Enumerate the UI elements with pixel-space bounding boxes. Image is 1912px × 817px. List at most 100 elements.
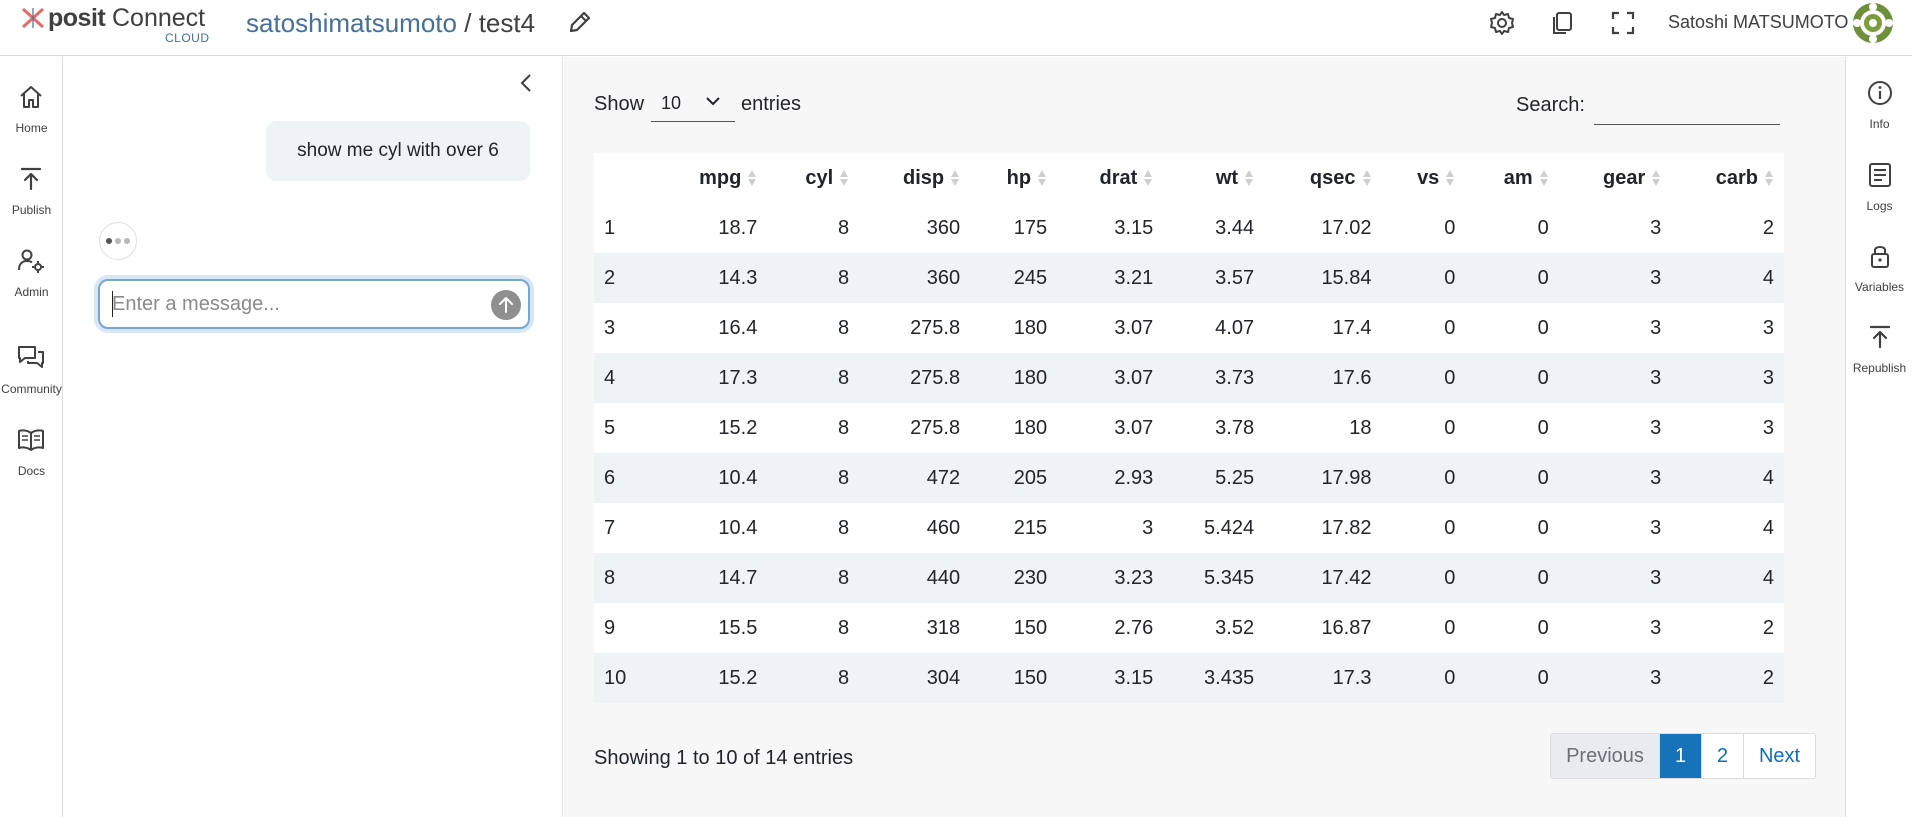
- rail-item-label: Logs: [1866, 199, 1893, 213]
- rail-item-logs[interactable]: Logs: [1846, 159, 1912, 229]
- cell-wt: 5.424: [1204, 516, 1255, 539]
- sort-icon: [951, 170, 960, 187]
- cell-mpg: 15.2: [718, 666, 758, 689]
- rail-item-variables[interactable]: Variables: [1846, 240, 1912, 310]
- cell-drat: 3: [1142, 516, 1154, 539]
- nav-item-publish[interactable]: Publish: [0, 163, 63, 235]
- table-row: 4 17.3 8 275.8 180 3.07 3.73 17.6 0 0 3 3: [594, 353, 1784, 403]
- cell-cyl: 8: [838, 566, 850, 589]
- cell-carb: 2: [1762, 216, 1774, 239]
- cell-drat: 3.15: [1114, 666, 1154, 689]
- cell-qsec: 17.3: [1332, 666, 1372, 689]
- content-title: test4: [478, 8, 536, 38]
- cell-qsec: 16.87: [1321, 616, 1372, 639]
- gear-icon: [1490, 11, 1514, 35]
- row-index-cell: 2: [604, 266, 616, 289]
- settings-button[interactable]: [1487, 8, 1517, 38]
- column-header-mpg[interactable]: mpg: [654, 153, 768, 203]
- column-header-label: vs: [1417, 166, 1440, 189]
- column-header-gear[interactable]: gear: [1558, 153, 1672, 203]
- cell-vs: 0: [1444, 466, 1456, 489]
- rail-item-label: Info: [1869, 117, 1890, 131]
- page-length-value: 10: [661, 93, 682, 113]
- sort-icon: [748, 170, 757, 187]
- cell-disp: 472: [926, 466, 961, 489]
- cell-vs: 0: [1444, 266, 1456, 289]
- column-header-wt[interactable]: wt: [1163, 153, 1265, 203]
- column-header-label: cyl: [805, 166, 834, 189]
- cell-qsec: 18: [1349, 416, 1372, 439]
- column-header-qsec[interactable]: qsec: [1264, 153, 1382, 203]
- posit-logo-icon: [21, 7, 45, 29]
- column-header-disp[interactable]: disp: [859, 153, 971, 203]
- send-message-button[interactable]: [491, 290, 521, 320]
- cell-drat: 2.76: [1114, 616, 1154, 639]
- cell-cyl: 8: [838, 316, 850, 339]
- next-page-button[interactable]: Next: [1743, 734, 1815, 778]
- cell-hp: 180: [1013, 316, 1048, 339]
- cell-am: 0: [1537, 416, 1549, 439]
- column-header-am[interactable]: am: [1465, 153, 1559, 203]
- copy-content-button[interactable]: [1547, 8, 1577, 38]
- posit-connect-logo[interactable]: posit Connect CLOUD: [20, 4, 210, 45]
- cell-qsec: 17.02: [1321, 216, 1372, 239]
- cell-carb: 4: [1762, 266, 1774, 289]
- fullscreen-button[interactable]: [1608, 8, 1638, 38]
- nav-item-admin[interactable]: Admin: [0, 245, 63, 317]
- chat-input-container: [98, 279, 530, 329]
- column-header-carb[interactable]: carb: [1671, 153, 1784, 203]
- table-search-input[interactable]: [1594, 87, 1780, 125]
- chat-message-input[interactable]: [112, 290, 472, 318]
- cell-disp: 304: [926, 666, 961, 689]
- table-row: 8 14.7 8 440 230 3.23 5.345 17.42 0 0 3 4: [594, 553, 1784, 603]
- cell-mpg: 15.2: [718, 416, 758, 439]
- table-body: 1 18.7 8 360 175 3.15 3.44 17.02 0 0 3 2 2 14.3 8 360 24…: [594, 203, 1784, 703]
- cell-cyl: 8: [838, 466, 850, 489]
- column-header-drat[interactable]: drat: [1057, 153, 1164, 203]
- cell-qsec: 17.4: [1332, 316, 1372, 339]
- column-header-cyl[interactable]: cyl: [767, 153, 860, 203]
- breadcrumb-owner-link[interactable]: satoshimatsumoto: [246, 8, 457, 38]
- breadcrumb-separator: /: [464, 8, 472, 38]
- table-row: 5 15.2 8 275.8 180 3.07 3.78 18 0 0 3 3: [594, 403, 1784, 453]
- table-row: 7 10.4 8 460 215 3 5.424 17.82 0 0 3 4: [594, 503, 1784, 553]
- row-index-cell: 5: [604, 416, 616, 439]
- collapse-sidebar-button[interactable]: [514, 71, 538, 95]
- nav-item-home[interactable]: Home: [0, 81, 63, 153]
- cell-wt: 3.57: [1215, 266, 1255, 289]
- community-icon: [15, 342, 47, 374]
- previous-page-button[interactable]: Previous: [1551, 734, 1659, 778]
- user-name[interactable]: Satoshi MATSUMOTO: [1668, 12, 1849, 32]
- sort-icon: [1446, 170, 1455, 187]
- column-header-label: disp: [903, 166, 945, 189]
- cell-drat: 3.07: [1114, 366, 1154, 389]
- column-header-vs[interactable]: vs: [1381, 153, 1466, 203]
- breadcrumb: satoshimatsumoto / test4: [246, 8, 535, 38]
- sort-icon: [1362, 170, 1371, 187]
- cell-cyl: 8: [838, 366, 850, 389]
- cell-mpg: 17.3: [718, 366, 758, 389]
- page-2-button[interactable]: 2: [1701, 734, 1743, 778]
- cell-cyl: 8: [838, 266, 850, 289]
- cell-am: 0: [1537, 316, 1549, 339]
- user-avatar[interactable]: [1852, 2, 1894, 44]
- rail-item-republish[interactable]: Republish: [1846, 321, 1912, 391]
- cell-wt: 4.07: [1215, 316, 1255, 339]
- nav-item-docs[interactable]: Docs: [0, 424, 63, 496]
- cell-drat: 3.21: [1114, 266, 1154, 289]
- cell-cyl: 8: [838, 416, 850, 439]
- rail-item-info[interactable]: Info: [1846, 77, 1912, 147]
- cell-hp: 245: [1013, 266, 1048, 289]
- cell-gear: 3: [1650, 616, 1662, 639]
- column-header-index: [594, 153, 655, 203]
- edit-title-button[interactable]: [566, 8, 596, 38]
- cell-cyl: 8: [838, 616, 850, 639]
- cell-carb: 2: [1762, 616, 1774, 639]
- page-1-button[interactable]: 1: [1659, 734, 1701, 778]
- nav-item-community[interactable]: Community: [0, 342, 63, 414]
- cell-gear: 3: [1650, 366, 1662, 389]
- page-length-select[interactable]: 10: [651, 86, 735, 122]
- column-header-hp[interactable]: hp: [970, 153, 1058, 203]
- cell-am: 0: [1537, 616, 1549, 639]
- column-header-label: drat: [1099, 166, 1138, 189]
